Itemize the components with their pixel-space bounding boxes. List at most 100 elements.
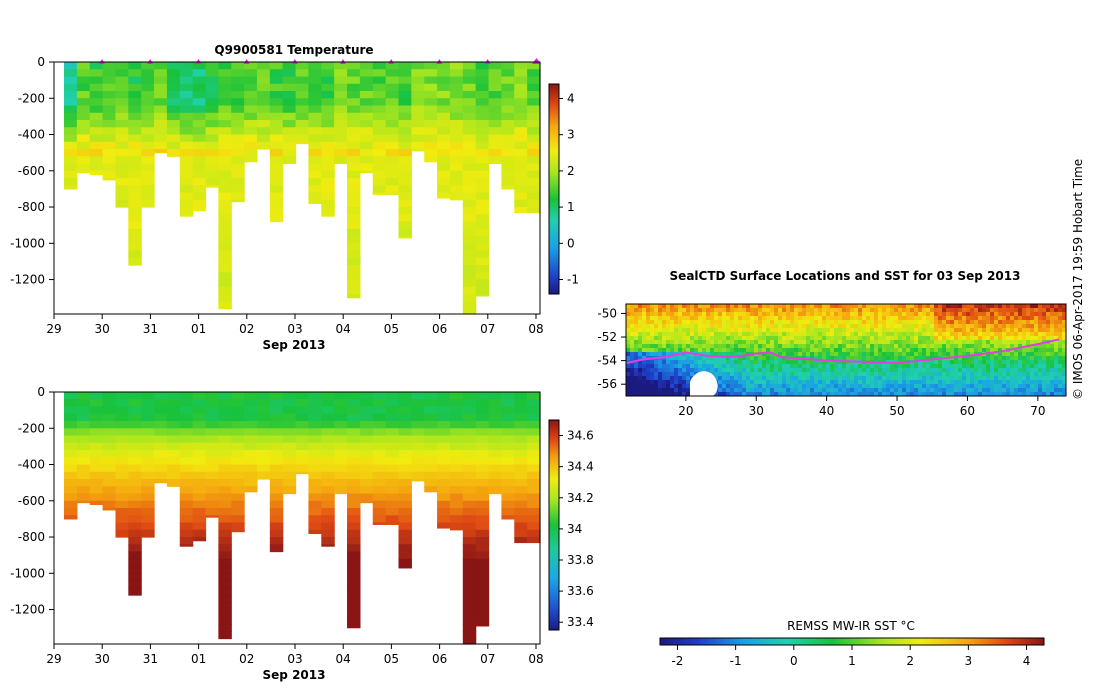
sst-cell <box>766 308 771 313</box>
sst-cell <box>734 344 739 349</box>
section-cell <box>334 479 348 487</box>
sst-cell <box>802 392 807 397</box>
section-cell <box>527 149 541 157</box>
sst-cell <box>826 372 831 377</box>
sst-cell <box>802 372 807 377</box>
sst-cell <box>846 312 851 317</box>
sst-cell <box>634 312 639 317</box>
sst-cell <box>970 340 975 345</box>
section-cell <box>102 69 117 78</box>
sst-cell <box>694 320 699 325</box>
section-cell <box>308 399 322 408</box>
sst-cell <box>662 304 667 309</box>
sst-cell <box>742 336 747 341</box>
section-cell <box>179 457 194 466</box>
section-cell <box>372 421 387 429</box>
sst-cell <box>706 328 711 333</box>
section-cell <box>501 413 515 422</box>
section-cell <box>179 399 194 408</box>
section-cell <box>385 399 400 408</box>
sst-cell <box>1058 368 1063 373</box>
sst-cell <box>898 372 903 377</box>
section-cell <box>424 141 438 150</box>
sst-cell <box>950 316 955 321</box>
section-cell <box>424 457 438 466</box>
section-cell <box>372 457 387 466</box>
sst-cell <box>938 304 943 309</box>
section-cell <box>166 428 181 437</box>
section-cell <box>179 522 194 531</box>
sst-cell <box>882 380 887 385</box>
sst-cell <box>750 336 755 341</box>
sst-cell <box>650 392 655 397</box>
section-cell <box>398 91 412 99</box>
section-cell <box>334 399 348 408</box>
section-cell <box>102 457 117 466</box>
sst-cell <box>794 312 799 317</box>
section-cell <box>449 141 464 150</box>
section-cell <box>462 228 477 237</box>
section-cell <box>269 163 284 172</box>
sst-cell <box>654 360 659 365</box>
sst-cell <box>826 364 831 369</box>
sst-cell <box>870 312 875 317</box>
section-cell <box>154 457 168 466</box>
sst-cell <box>858 356 863 361</box>
sst-cell <box>1062 344 1067 349</box>
sst-cell <box>894 312 899 317</box>
section-cell <box>475 112 490 121</box>
sst-cell <box>862 336 867 341</box>
section-cell <box>89 98 104 107</box>
section-cell <box>514 421 528 429</box>
sst-cell <box>722 324 727 329</box>
sst-cell <box>974 304 979 309</box>
colorbar-tick-label: 3 <box>965 654 973 668</box>
section-cell <box>475 192 490 201</box>
sst-cell <box>686 360 691 365</box>
sst-cell <box>962 356 967 361</box>
sst-cell <box>758 380 763 385</box>
sst-cell <box>646 352 651 357</box>
sst-cell <box>738 312 743 317</box>
section-cell <box>321 421 335 429</box>
sst-cell <box>986 356 991 361</box>
section-cell <box>347 435 361 444</box>
sst-cell <box>626 388 631 393</box>
section-cell <box>89 69 104 78</box>
sst-cell <box>1002 364 1007 369</box>
sst-cell <box>850 368 855 373</box>
sst-cell <box>710 324 715 329</box>
sst-cell <box>702 360 707 365</box>
section-cell <box>115 413 129 422</box>
sst-cell <box>1058 324 1063 329</box>
sst-cell <box>830 340 835 345</box>
sst-cell <box>1026 372 1031 377</box>
section-cell <box>475 609 490 618</box>
section-cell <box>244 442 258 451</box>
section-cell <box>475 178 490 186</box>
section-cell <box>128 221 142 230</box>
section-cell <box>128 428 142 437</box>
sst-cell <box>854 364 859 369</box>
section-cell <box>308 192 322 201</box>
sst-cell <box>758 376 763 381</box>
sst-cell <box>814 332 819 337</box>
sst-cell <box>870 324 875 329</box>
sst-cell <box>1042 360 1047 365</box>
sst-cell <box>830 384 835 389</box>
sst-cell <box>882 316 887 321</box>
sst-cell <box>722 336 727 341</box>
section-cell <box>347 83 361 92</box>
section-cell <box>385 163 400 172</box>
sst-cell <box>930 320 935 325</box>
sst-cell <box>634 352 639 357</box>
section-cell <box>166 392 181 400</box>
sst-cell <box>1046 304 1051 309</box>
section-cell <box>372 479 387 487</box>
sst-cell <box>890 352 895 357</box>
sst-cell <box>950 376 955 381</box>
section-cell <box>179 207 194 215</box>
section-cell <box>347 529 361 538</box>
section-cell <box>166 91 181 99</box>
sst-cell <box>906 324 911 329</box>
